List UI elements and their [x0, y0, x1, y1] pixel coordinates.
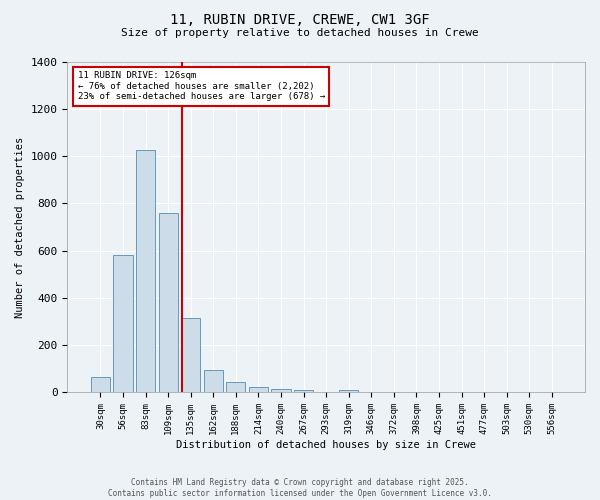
Bar — [136, 150, 155, 392]
Text: 11 RUBIN DRIVE: 126sqm
← 76% of detached houses are smaller (2,202)
23% of semi-: 11 RUBIN DRIVE: 126sqm ← 76% of detached… — [77, 72, 325, 101]
Bar — [249, 388, 268, 392]
Bar — [203, 370, 223, 392]
Bar — [226, 382, 245, 392]
Bar — [271, 390, 290, 392]
Text: Contains HM Land Registry data © Crown copyright and database right 2025.
Contai: Contains HM Land Registry data © Crown c… — [108, 478, 492, 498]
Text: Size of property relative to detached houses in Crewe: Size of property relative to detached ho… — [121, 28, 479, 38]
X-axis label: Distribution of detached houses by size in Crewe: Distribution of detached houses by size … — [176, 440, 476, 450]
Bar — [294, 390, 313, 392]
Text: 11, RUBIN DRIVE, CREWE, CW1 3GF: 11, RUBIN DRIVE, CREWE, CW1 3GF — [170, 12, 430, 26]
Bar — [91, 377, 110, 392]
Y-axis label: Number of detached properties: Number of detached properties — [15, 136, 25, 318]
Bar — [181, 318, 200, 392]
Bar — [339, 390, 358, 392]
Bar — [113, 256, 133, 392]
Bar — [158, 213, 178, 392]
